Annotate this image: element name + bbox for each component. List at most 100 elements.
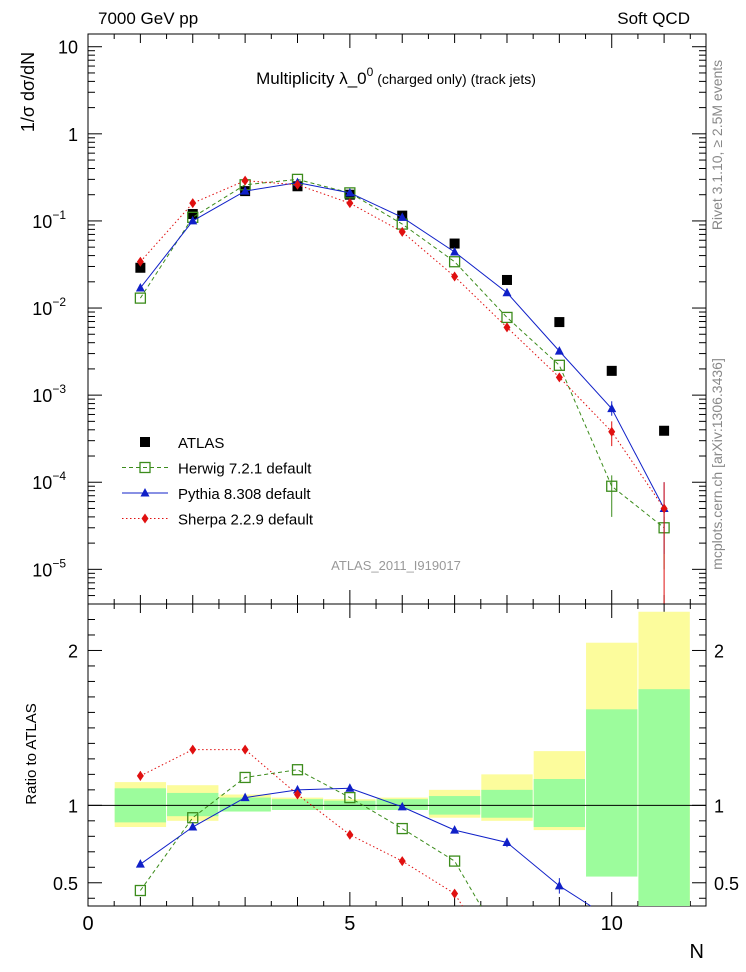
data-point	[189, 198, 197, 209]
data-point	[187, 209, 198, 220]
data-point	[554, 346, 564, 355]
y-tick-label: 10−1	[32, 208, 66, 232]
stat-band	[586, 709, 638, 877]
y-tick-label: 10−2	[32, 295, 66, 319]
ratio-point	[344, 791, 356, 804]
data-point	[448, 256, 461, 268]
x-tick-label: 10	[601, 913, 623, 935]
y-axis-label: 1/σ dσ/dN	[18, 52, 38, 132]
y-tick-label: 10	[58, 38, 78, 58]
y-tick-label: 1	[68, 125, 78, 145]
ratio-y-tick-label: 1	[68, 796, 78, 816]
legend-entry: Herwig 7.2.1 default	[122, 461, 312, 478]
legend-marker	[139, 461, 151, 474]
ratio-point	[135, 859, 145, 868]
ratio-point	[291, 764, 304, 776]
legend-marker	[141, 513, 149, 524]
ratio-point	[554, 880, 564, 890]
data-point	[240, 186, 250, 195]
plot-title: Multiplicity λ_00 (charged only) (track …	[256, 65, 536, 88]
data-point	[449, 238, 460, 249]
ratio-point	[188, 822, 198, 831]
data-point	[659, 425, 670, 436]
data-point	[606, 480, 618, 492]
legend-label: Herwig 7.2.1 default	[178, 461, 312, 478]
stat-band	[481, 789, 533, 818]
ratio-series-herwig	[134, 764, 482, 907]
header-left: 7000 GeV pp	[98, 9, 198, 28]
ratio-point	[398, 856, 406, 867]
rivet-label: Rivet 3.1.10, ≥ 2.5M events	[709, 60, 725, 230]
stat-band	[219, 797, 271, 812]
watermark: ATLAS_2011_I919017	[331, 558, 461, 573]
ratio-series-pythia	[135, 783, 592, 907]
ratio-point	[502, 837, 512, 847]
ratio-y-tick-label: 2	[68, 641, 78, 661]
ratio-point	[134, 884, 147, 897]
data-point	[135, 262, 146, 273]
y-tick-label: 10−5	[32, 556, 66, 580]
ratio-y-tick-label: 0.5	[53, 874, 78, 894]
data-point	[135, 282, 145, 292]
data-point	[660, 503, 668, 514]
data-point	[397, 212, 407, 221]
data-point	[450, 246, 460, 256]
stat-band	[271, 799, 324, 810]
y-tick-label: 10−3	[32, 382, 66, 406]
data-point	[608, 426, 616, 437]
ratio-point	[241, 744, 249, 755]
stat-band	[533, 779, 586, 828]
series-line	[139, 178, 665, 529]
ratio-point	[346, 829, 354, 840]
data-point	[241, 175, 249, 186]
legend-marker	[140, 488, 150, 497]
x-tick-label: 5	[344, 913, 355, 935]
legend-marker	[140, 437, 150, 447]
stat-band	[638, 689, 690, 906]
data-point	[606, 365, 617, 376]
plot-title-sup: 0	[367, 65, 374, 79]
header-right: Soft QCD	[617, 9, 690, 28]
ratio-y-tick-label-right: 1	[714, 796, 724, 816]
ratio-point	[239, 771, 251, 784]
legend-label: ATLAS	[178, 435, 224, 452]
ratio-point	[292, 784, 302, 794]
ratio-line	[139, 769, 482, 907]
data-point	[451, 271, 459, 282]
legend: ATLAS Herwig 7.2.1 default Pythia 8.308 de…	[122, 435, 314, 529]
ratio-line	[140, 787, 592, 907]
ratio-point	[189, 744, 197, 755]
legend-entry: Pythia 8.308 default	[122, 486, 311, 503]
data-point	[134, 292, 147, 304]
main-panel: 10−5 10−4 10−3 10−2 10−1 1 10	[32, 33, 707, 605]
data-point	[555, 372, 563, 383]
plot-title-rest: (charged only) (track jets)	[373, 71, 536, 87]
data-point	[345, 187, 355, 197]
ratio-line	[140, 749, 463, 907]
ratio-point	[240, 792, 250, 802]
y-tick-label: 10−4	[32, 469, 66, 493]
ratio-point	[451, 888, 459, 899]
ratio-panel: 0 5 10 0.5 0.5 1 1 2 2	[53, 603, 739, 935]
data-point	[136, 256, 144, 267]
ratio-point	[136, 770, 144, 781]
ratio-point	[448, 855, 461, 867]
data-point	[293, 179, 301, 190]
x-axis-label: N	[690, 941, 704, 963]
data-point	[398, 226, 406, 237]
ratio-y-axis-label: Ratio to ATLAS	[23, 703, 40, 804]
ratio-point	[396, 822, 408, 835]
series-line	[140, 180, 665, 509]
data-point	[502, 287, 512, 297]
data-point	[607, 403, 617, 413]
ratio-series-sherpa	[136, 744, 463, 907]
ratio-point	[345, 783, 355, 792]
stat-band	[167, 792, 219, 817]
legend-entry: ATLAS	[140, 435, 224, 452]
x-tick-label: 0	[82, 913, 93, 935]
ratio-point	[397, 801, 407, 811]
data-point	[503, 322, 511, 333]
ratio-point	[293, 789, 301, 800]
mcplots-label: mcplots.cern.ch [arXiv:1306.3436]	[709, 358, 725, 570]
